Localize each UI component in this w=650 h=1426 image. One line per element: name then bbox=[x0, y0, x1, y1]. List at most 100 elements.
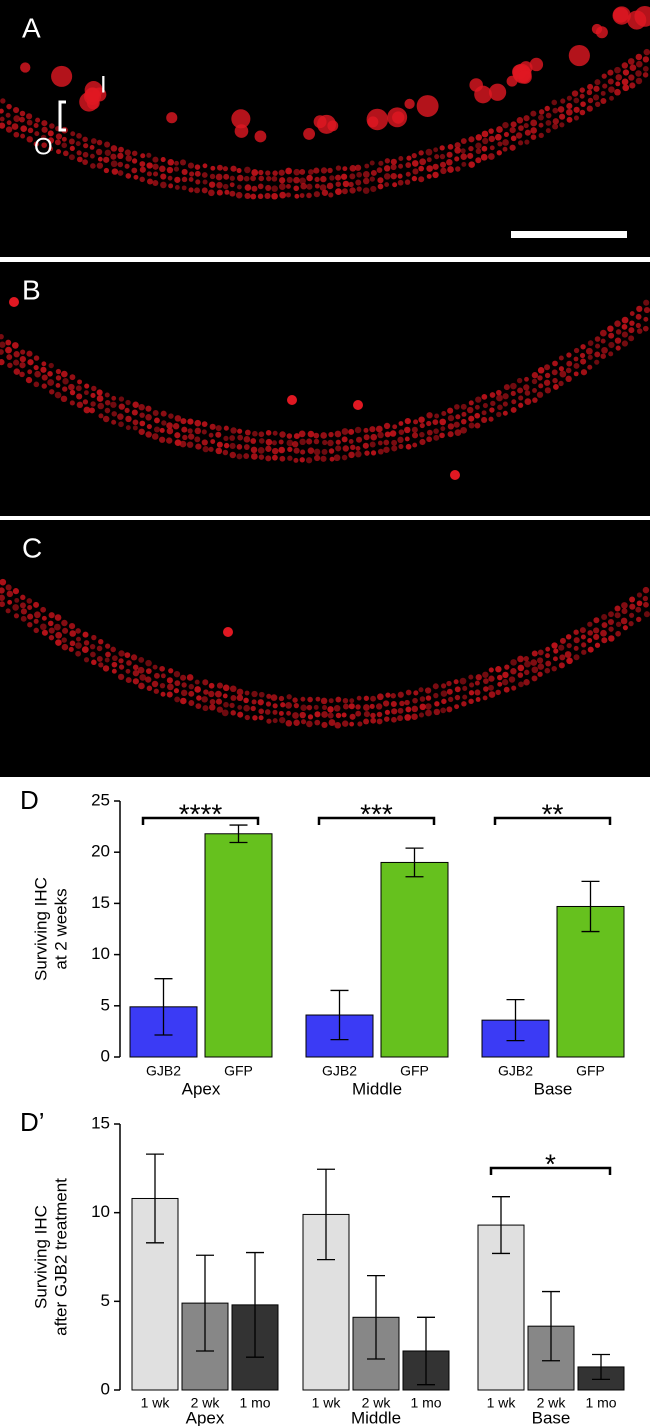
cell bbox=[474, 689, 481, 696]
cell bbox=[146, 162, 153, 169]
cell bbox=[138, 403, 145, 411]
cell bbox=[139, 674, 147, 681]
cell bbox=[132, 664, 139, 671]
cell bbox=[300, 449, 306, 455]
cell bbox=[363, 695, 370, 701]
cell bbox=[25, 376, 33, 384]
cell bbox=[523, 679, 530, 686]
cell bbox=[214, 690, 222, 698]
cell bbox=[601, 637, 608, 644]
cell bbox=[68, 622, 76, 630]
significance-label: **** bbox=[179, 798, 223, 829]
cell bbox=[13, 351, 20, 358]
cell bbox=[642, 595, 649, 602]
cell bbox=[279, 191, 287, 199]
cell bbox=[313, 432, 320, 439]
cell bbox=[642, 586, 650, 594]
cell bbox=[222, 693, 228, 699]
cell bbox=[496, 394, 503, 402]
cell bbox=[545, 653, 550, 659]
cell bbox=[532, 388, 537, 393]
cell bbox=[391, 439, 398, 446]
cell bbox=[614, 605, 621, 612]
cell bbox=[496, 674, 503, 681]
blob bbox=[627, 10, 647, 30]
error-bar bbox=[492, 1196, 510, 1255]
cell bbox=[587, 621, 593, 627]
error-bar bbox=[592, 1353, 610, 1381]
cell bbox=[131, 158, 138, 164]
cell bbox=[251, 690, 258, 698]
cell bbox=[509, 144, 516, 151]
cell bbox=[244, 166, 251, 174]
cell bbox=[252, 430, 258, 437]
cell bbox=[404, 179, 411, 185]
cell bbox=[392, 182, 398, 188]
cell bbox=[173, 166, 180, 172]
cell bbox=[209, 173, 216, 180]
cell bbox=[132, 401, 139, 408]
cell bbox=[580, 101, 586, 107]
cell bbox=[432, 683, 439, 690]
y-tick-label: 15 bbox=[91, 893, 110, 912]
cell bbox=[551, 665, 557, 672]
cell bbox=[475, 396, 482, 403]
cell bbox=[418, 176, 425, 183]
cell bbox=[628, 620, 634, 627]
cell bbox=[305, 457, 313, 464]
cell bbox=[126, 660, 132, 666]
cell bbox=[622, 84, 630, 92]
significance-bracket bbox=[489, 1166, 612, 1175]
bar-label: GFP bbox=[224, 1063, 253, 1079]
cell bbox=[503, 686, 510, 693]
cell bbox=[20, 349, 26, 355]
cell bbox=[370, 695, 377, 702]
cell bbox=[271, 185, 278, 192]
cell bbox=[194, 436, 201, 443]
cell bbox=[363, 711, 371, 718]
cell bbox=[236, 184, 242, 190]
cell bbox=[426, 429, 433, 436]
cell bbox=[558, 113, 566, 120]
category-label: Base bbox=[534, 1079, 573, 1098]
cell bbox=[461, 411, 467, 417]
cell bbox=[61, 370, 68, 378]
cell bbox=[179, 159, 187, 166]
cell bbox=[433, 434, 440, 441]
significance-label: * bbox=[545, 1148, 556, 1179]
cell bbox=[102, 665, 110, 672]
cell bbox=[600, 338, 606, 344]
cell bbox=[468, 415, 475, 422]
cell bbox=[587, 340, 594, 346]
cell bbox=[215, 173, 223, 181]
cell bbox=[419, 438, 426, 446]
cell bbox=[523, 384, 530, 391]
cell bbox=[195, 703, 202, 710]
cell bbox=[194, 686, 201, 693]
cell bbox=[131, 167, 138, 174]
cell bbox=[174, 160, 179, 166]
cell bbox=[593, 617, 600, 624]
cell bbox=[425, 703, 432, 710]
cell bbox=[173, 688, 180, 694]
cell bbox=[278, 695, 285, 702]
cell bbox=[475, 142, 482, 149]
cell bbox=[201, 439, 208, 446]
cell bbox=[502, 410, 508, 416]
cell bbox=[306, 720, 313, 728]
cell bbox=[152, 410, 159, 417]
cell bbox=[377, 431, 384, 439]
blob bbox=[595, 26, 608, 39]
cell bbox=[187, 162, 195, 169]
cell bbox=[278, 169, 285, 176]
cell bbox=[47, 130, 54, 137]
cell bbox=[489, 145, 495, 151]
cell bbox=[440, 426, 446, 432]
cell bbox=[98, 662, 104, 668]
cell bbox=[564, 651, 572, 658]
cell bbox=[299, 457, 305, 463]
panel-b-image bbox=[0, 262, 650, 516]
cell bbox=[187, 418, 194, 425]
cell bbox=[223, 442, 230, 449]
cell bbox=[362, 442, 369, 449]
